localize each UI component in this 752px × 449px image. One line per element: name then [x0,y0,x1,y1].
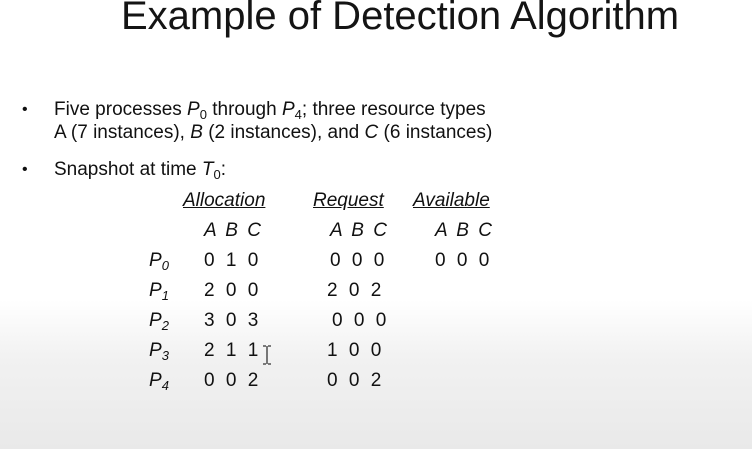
request-cell: 2 0 2 [327,280,385,301]
subheader-allocation: A B C [204,220,263,241]
process-letter: P [149,280,162,301]
request-cell: 0 0 2 [327,370,385,391]
process-subscript: 2 [161,318,169,333]
process-subscript: 0 [199,107,207,122]
resource-letter: C [364,122,379,143]
process-subscript: 0 [161,258,169,273]
time-subscript: 0 [213,167,221,182]
process-label: P4 [149,370,169,392]
process-letter: P [149,370,162,391]
bullet-dot-icon: • [22,101,28,118]
process-subscript: 3 [161,348,169,363]
bullet-text-segment: Snapshot at time [54,159,202,180]
allocation-cell: 3 0 3 [204,310,262,331]
process-label: P0 [149,250,169,272]
subheader-request: A B C [330,220,389,241]
bullet-processes-text: Five processes P0 through P4; three reso… [54,98,492,144]
request-cell: 1 0 0 [327,340,385,361]
process-subscript: 1 [161,288,169,303]
process-symbol: P [281,99,295,120]
header-allocation: Allocation [183,190,266,211]
bullet-text-segment: A (7 instances), [54,122,191,143]
available-cell: 0 0 0 [435,250,493,271]
allocation-cell: 0 1 0 [204,250,262,271]
process-label: P1 [149,280,169,302]
bullet-snapshot-text: Snapshot at time T0: [54,158,226,181]
bullet-text-segment: : [220,159,226,180]
process-letter: P [149,310,162,331]
bullet-text-segment: through [206,99,282,120]
process-label: P3 [149,340,169,362]
request-cell: 0 0 0 [332,310,390,331]
resource-letter: B [190,122,203,143]
process-letter: P [149,340,162,361]
request-cell: 0 0 0 [330,250,388,271]
allocation-cell: 2 1 1 [204,340,262,361]
subheader-available: A B C [435,220,494,241]
process-subscript: 4 [294,107,302,122]
process-letter: P [149,250,162,271]
bullet-dot-icon: • [22,161,28,178]
allocation-cell: 2 0 0 [204,280,262,301]
process-symbol: P [187,99,200,120]
bullet-text-segment: (6 instances) [378,122,493,143]
time-symbol: T [201,159,214,180]
text-cursor-icon [263,345,271,365]
slide-title: Example of Detection Algorithm [120,0,680,38]
bullet-processes-line2: A (7 instances), B (2 instances), and C … [54,121,492,144]
bullet-text-segment: ; three resource types [301,99,486,120]
bullet-text-segment: (2 instances), and [202,122,365,143]
bullet-text-segment: Five processes [54,99,188,120]
header-request: Request [313,190,384,211]
header-available: Available [413,190,490,211]
process-label: P2 [149,310,169,332]
process-subscript: 4 [161,378,169,393]
allocation-cell: 0 0 2 [204,370,262,391]
